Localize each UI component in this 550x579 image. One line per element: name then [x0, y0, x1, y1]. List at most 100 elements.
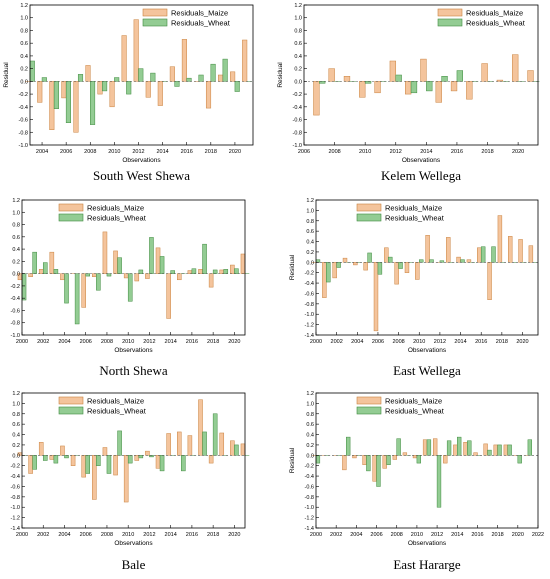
- bar-maize: [242, 39, 248, 82]
- bar-maize: [425, 235, 430, 263]
- bar-wheat: [315, 259, 321, 263]
- bar-maize: [145, 81, 151, 98]
- bar-maize: [342, 455, 347, 471]
- y-tick-label: 0.8: [306, 219, 314, 225]
- bar-maize: [166, 273, 171, 319]
- y-tick-label: -0.8: [11, 495, 20, 501]
- x-tick-label: 2014: [454, 339, 466, 345]
- x-tick-label: 2020: [516, 339, 528, 345]
- bar-wheat: [149, 237, 154, 274]
- bar-maize: [389, 60, 397, 82]
- legend-label-wheat: Residuals_Wheat: [87, 214, 147, 223]
- bar-maize: [481, 63, 488, 82]
- bar-maize: [483, 443, 488, 456]
- y-tick-label: 1.0: [294, 16, 302, 22]
- bar-maize: [374, 81, 381, 94]
- bar-wheat: [29, 60, 35, 82]
- bar-wheat: [102, 81, 108, 92]
- y-tick-label: -0.4: [11, 296, 20, 302]
- bar-wheat: [85, 273, 90, 277]
- bar-maize: [134, 455, 140, 461]
- bar-wheat: [234, 81, 240, 92]
- x-tick-label: 2012: [143, 532, 155, 538]
- bar-maize: [102, 447, 108, 456]
- x-tick-label: 2012: [132, 149, 144, 155]
- bar-maize: [60, 445, 65, 456]
- x-tick-label: 2014: [156, 149, 168, 155]
- bar-maize: [322, 262, 327, 298]
- bar-wheat: [436, 455, 442, 508]
- legend-label-maize: Residuals_Maize: [87, 204, 144, 213]
- bar-wheat: [96, 273, 101, 291]
- bar-wheat: [457, 436, 462, 456]
- y-tick-label: 0.4: [20, 54, 28, 60]
- bar-maize: [38, 269, 44, 274]
- y-tick-label: 0.4: [12, 433, 20, 439]
- y-axis-label: Residual: [277, 62, 284, 88]
- x-tick-label: 2014: [420, 149, 432, 155]
- bar-maize: [81, 455, 86, 478]
- x-tick-label: 2012: [431, 532, 443, 538]
- legend-label-wheat: Residuals_Wheat: [385, 407, 445, 416]
- x-tick-label: 2006: [60, 149, 72, 155]
- bar-maize: [372, 455, 377, 482]
- x-tick-label: 2000: [16, 339, 28, 345]
- x-tick-label: 2002: [37, 532, 49, 538]
- legend-swatch-maize: [58, 396, 84, 405]
- y-tick-label: 0.6: [306, 422, 314, 428]
- x-tick-label: 2020: [512, 149, 524, 155]
- bar-wheat: [42, 455, 48, 461]
- y-tick-label: 0.6: [20, 41, 28, 47]
- bar-maize: [61, 81, 67, 99]
- bar-maize: [123, 455, 129, 503]
- bar-wheat: [212, 269, 218, 274]
- plot-frame: [29, 4, 254, 146]
- bar-wheat: [117, 430, 122, 456]
- bar-maize: [420, 58, 427, 82]
- y-tick-label: -0.6: [11, 484, 20, 490]
- chart-3: -1.4 -1.2 -1.0 -0.8 -0.6 -0.4 -0.2 0.0 0.2 0.4 0.6…: [289, 198, 539, 378]
- bar-wheat: [53, 81, 59, 109]
- y-tick-label: -0.4: [305, 281, 314, 287]
- x-tick-label: 2002: [331, 339, 343, 345]
- x-axis-label: Observations: [402, 157, 441, 164]
- x-tick-label: 2002: [330, 532, 342, 538]
- x-tick-label: 2008: [392, 339, 404, 345]
- x-tick-label: 2010: [108, 149, 120, 155]
- bar-wheat: [366, 455, 371, 472]
- bar-wheat: [377, 262, 383, 275]
- bar-maize: [70, 455, 76, 466]
- legend-swatch-wheat: [437, 18, 463, 27]
- y-tick-label: -0.2: [11, 464, 20, 470]
- x-tick-label: 2010: [359, 149, 371, 155]
- x-tick-label: 2000: [310, 339, 322, 345]
- bar-wheat: [64, 455, 69, 459]
- bar-maize: [443, 455, 448, 464]
- bar-wheat: [159, 256, 165, 274]
- y-tick-label: 1.2: [306, 391, 314, 397]
- chart-1: -1.0 -0.8 -0.6 -0.4 -0.2 0.0 0.2 0.4 0.6 0.8 1.0 1.…: [277, 3, 540, 183]
- bar-maize: [121, 35, 127, 82]
- bar-maize: [497, 215, 503, 263]
- bar-wheat: [53, 455, 59, 464]
- bar-maize: [456, 256, 461, 263]
- bar-wheat: [138, 455, 144, 459]
- bar-wheat: [456, 70, 464, 82]
- bar-maize: [187, 270, 193, 274]
- bar-maize: [528, 245, 534, 263]
- x-tick-label: 2006: [372, 339, 384, 345]
- y-tick-label: -1.0: [19, 143, 28, 149]
- x-tick-label: 2006: [80, 532, 92, 538]
- x-tick-label: 2016: [475, 339, 487, 345]
- y-tick-label: 1.0: [12, 210, 20, 216]
- bar-wheat: [346, 436, 351, 456]
- bar-maize: [433, 438, 438, 456]
- bar-maize: [133, 19, 139, 82]
- y-tick-label: -1.4: [305, 526, 314, 532]
- bar-maize: [487, 262, 492, 300]
- bar-wheat: [106, 455, 112, 474]
- bar-maize: [384, 247, 389, 263]
- bar-maize: [49, 455, 55, 460]
- bar-wheat: [395, 74, 402, 82]
